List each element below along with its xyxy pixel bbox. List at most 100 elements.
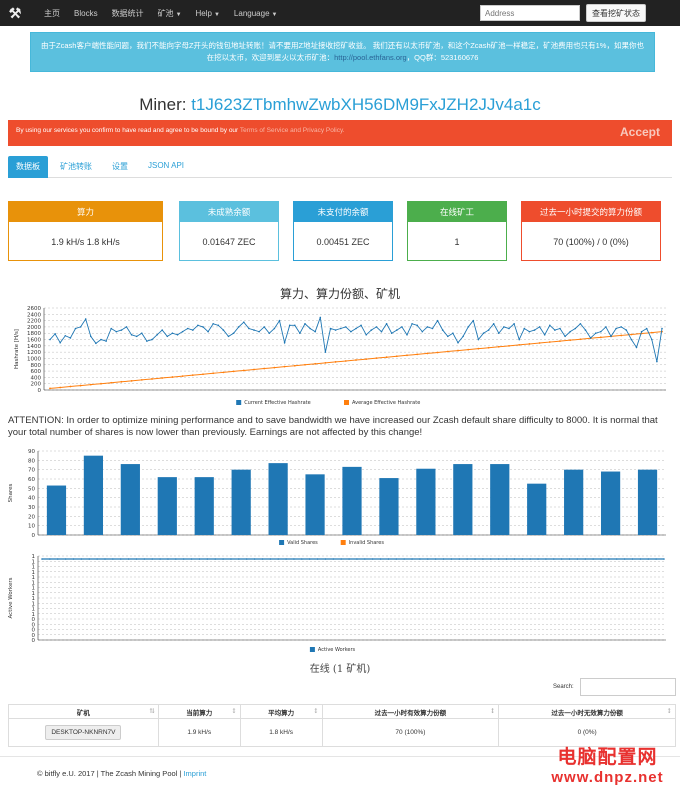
y-tick-label: 1	[32, 559, 36, 565]
col-current-hashrate[interactable]: 当前算力 ↕	[157, 704, 241, 719]
current-hashrate-point	[543, 334, 546, 336]
active-workers-point	[529, 558, 531, 560]
active-workers-point	[513, 558, 516, 560]
average-hashrate-point	[375, 357, 378, 360]
col-average-hashrate[interactable]: 平均算力 ↕	[239, 704, 323, 719]
y-tick-label: 1200	[27, 350, 41, 356]
current-hashrate-point	[319, 316, 322, 319]
legend-swatch	[279, 540, 285, 545]
average-hashrate-point	[508, 344, 510, 347]
hashrate-chart: 0200400600800100012001400160018002000220…	[14, 306, 666, 406]
imprint-link[interactable]: Imprint	[183, 769, 207, 778]
current-hashrate-point	[105, 340, 107, 342]
current-hashrate-point	[426, 326, 429, 328]
average-hashrate-point	[202, 373, 204, 376]
current-hashrate-point	[125, 326, 128, 328]
sort-icon: ↕	[489, 706, 496, 715]
current-hashrate-point	[273, 327, 276, 330]
current-hashrate-point	[202, 326, 204, 328]
average-hashrate-point	[89, 383, 92, 386]
notice-link[interactable]: http://pool.ethfans.org	[334, 53, 407, 62]
legend-swatch	[309, 647, 315, 652]
active-workers-point	[41, 558, 43, 560]
pickaxe-icon[interactable]: ⚒	[8, 4, 22, 21]
valid-shares-bar	[453, 464, 473, 535]
caret-down-icon: ▼	[175, 11, 182, 18]
average-hashrate-point	[395, 355, 398, 358]
current-hashrate-point	[482, 332, 485, 335]
stat-card-hashrate: 算力 1.9 kH/s 1.8 kH/s	[8, 201, 163, 261]
current-hashrate-point	[538, 326, 541, 328]
current-hashrate-point	[192, 329, 194, 331]
average-hashrate-point	[406, 354, 408, 357]
cookie-text: By using our services you confirm to hav…	[16, 127, 239, 134]
current-hashrate-point	[59, 341, 61, 344]
current-hashrate-point	[237, 326, 240, 328]
average-hashrate-point	[59, 386, 62, 389]
nav-help-label: Help	[195, 8, 212, 18]
tab-dashboard[interactable]: 数据板	[8, 156, 48, 178]
col-label: 过去一小时有效算力份额	[374, 708, 447, 717]
worker-button[interactable]: DESKTOP-NKNRN7V	[45, 725, 122, 740]
active-workers-point	[395, 558, 398, 560]
current-hashrate-point	[472, 319, 475, 322]
address-input[interactable]	[480, 5, 580, 21]
current-hashrate-point	[508, 327, 510, 330]
active-workers-point	[151, 558, 154, 560]
nav-language-dropdown[interactable]: Language ▼	[234, 9, 278, 18]
nav-blocks[interactable]: Blocks	[74, 8, 98, 18]
tab-bar: 数据板 矿池转账 设置 JSON API	[8, 156, 672, 178]
average-hashrate-point	[579, 338, 582, 341]
average-hashrate-point	[344, 360, 347, 362]
tab-payouts[interactable]: 矿池转账	[60, 162, 92, 171]
y-tick-label: 2000	[27, 325, 41, 331]
average-hashrate-point	[569, 339, 572, 342]
average-hashrate-point	[232, 370, 235, 373]
current-hashrate-point	[380, 330, 383, 333]
y-tick-label: 1000	[27, 356, 41, 362]
lookup-button[interactable]: 查看挖矿状态	[586, 4, 646, 22]
valid-shares-bar	[83, 455, 104, 535]
current-hashrate-point	[79, 326, 82, 328]
cookie-banner: By using our services you confirm to hav…	[8, 120, 672, 146]
active-workers-point	[324, 558, 327, 560]
col-invalid-shares[interactable]: 过去一小时无效算力份额 ↕	[498, 704, 676, 719]
current-hashrate-point	[518, 338, 520, 341]
current-hashrate-point	[84, 318, 87, 320]
tab-settings[interactable]: 设置	[112, 162, 128, 171]
col-worker[interactable]: 矿机 ⇅	[8, 704, 159, 719]
average-hashrate-point	[548, 341, 551, 343]
tab-json-api[interactable]: JSON API	[148, 161, 185, 170]
col-valid-shares[interactable]: 过去一小时有效算力份额 ↕	[321, 704, 500, 719]
average-hashrate-point	[151, 378, 153, 380]
table-search-input[interactable]	[580, 678, 676, 696]
current-hashrate-point	[69, 337, 72, 339]
nav-stats[interactable]: 数据统计	[111, 8, 144, 18]
active-workers-point	[608, 558, 610, 560]
current-hashrate-point	[299, 332, 301, 335]
y-tick-label: 0	[32, 533, 36, 539]
active-workers-point	[80, 558, 83, 560]
active-workers-point	[301, 558, 303, 560]
current-hashrate-point	[487, 329, 490, 331]
current-hashrate-point	[457, 341, 459, 344]
current-hashrate-point	[498, 332, 500, 335]
current-hashrate-point	[635, 346, 638, 349]
average-hashrate-point	[650, 331, 653, 334]
active-workers-point	[340, 558, 342, 560]
online-workers-title: 在线 (1 矿机)	[309, 664, 371, 675]
current-hashrate-point	[630, 338, 633, 341]
current-hashrate-point	[222, 329, 225, 331]
active-workers-point	[167, 558, 169, 560]
nav-home[interactable]: 主页	[44, 8, 60, 18]
current-hashrate-point	[258, 330, 260, 333]
average-hashrate-point	[273, 366, 276, 369]
active-workers-point	[316, 558, 319, 560]
terms-link[interactable]: Terms of Service and Privacy Policy.	[239, 127, 345, 134]
current-hashrate-point	[217, 324, 220, 327]
accept-button[interactable]: Accept	[619, 125, 660, 139]
current-hashrate-point	[574, 327, 577, 330]
nav-pool-dropdown[interactable]: 矿池 ▼	[158, 8, 182, 19]
y-tick-label: 60	[28, 477, 35, 483]
nav-help-dropdown[interactable]: Help ▼	[196, 9, 220, 18]
